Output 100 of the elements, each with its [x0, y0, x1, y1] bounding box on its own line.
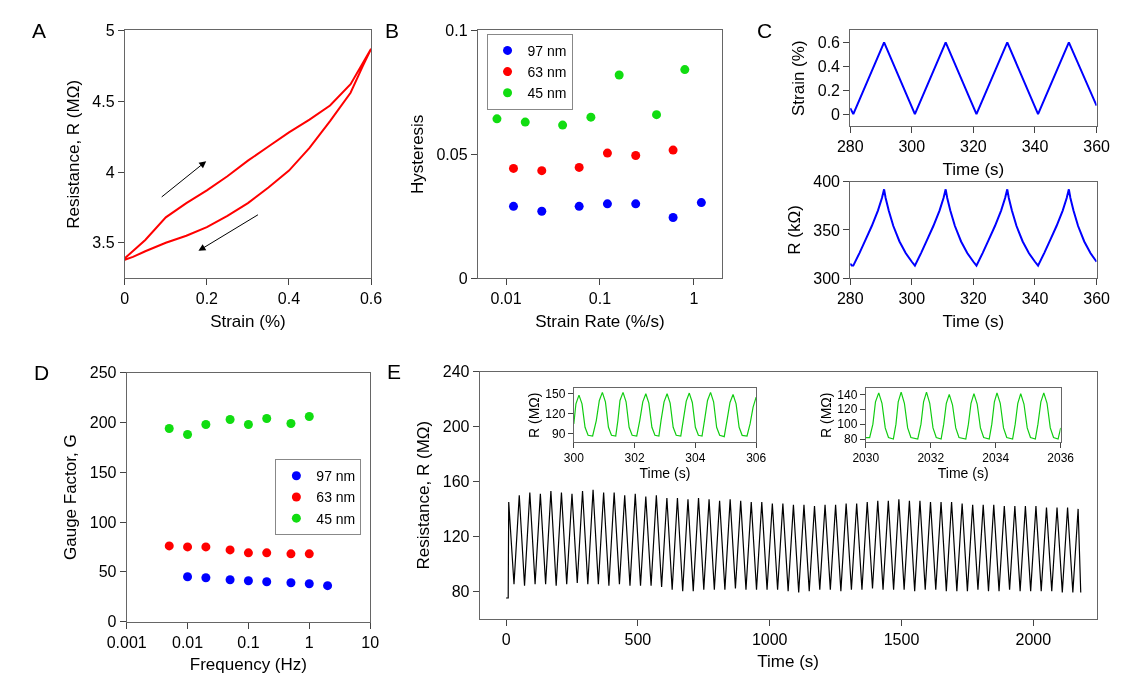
x-axis-title: Time (s): [937, 465, 989, 482]
chart-title: E: [387, 360, 402, 383]
x-tick-label: 2000: [1015, 630, 1052, 648]
x-tick-label: 320: [960, 138, 987, 156]
x-tick-label: 2036: [1047, 451, 1075, 466]
x-tick-label: 302: [624, 451, 645, 466]
x-axis-title: Time (s): [942, 159, 1005, 179]
y-axis-title: Gauge Factor, G: [61, 434, 81, 560]
y-tick-label: 350: [813, 221, 841, 239]
legend-label: 45 nm: [316, 510, 356, 527]
x-tick-label: 0.2: [195, 290, 219, 308]
x-tick-label: 0.001: [106, 633, 147, 651]
y-tick-label: 160: [442, 473, 470, 491]
y-tick-label: 0: [107, 613, 117, 631]
chart-title: C: [757, 19, 773, 42]
chart-title: D: [34, 361, 50, 384]
legend-label: 97 nm: [316, 468, 356, 485]
x-tick-label: 300: [898, 290, 926, 308]
x-tick-label: 340: [1021, 138, 1049, 156]
line-series: [850, 41, 1097, 116]
y-axis-title: Resistance, R (MΩ): [63, 79, 83, 229]
x-tick-label: 300: [563, 451, 585, 466]
x-tick-label: 300: [898, 138, 926, 156]
legend-label: 45 nm: [527, 85, 567, 102]
x-tick-label: 280: [836, 138, 864, 156]
x-tick-label: 2032: [917, 451, 945, 466]
y-tick-label: 50: [98, 563, 117, 581]
line-series: [865, 391, 1061, 440]
x-axis-title: Frequency (Hz): [189, 655, 307, 675]
y-tick-label: 100: [89, 513, 117, 531]
x-tick-label: 320: [960, 290, 987, 308]
x-tick-label: 1000: [751, 630, 788, 648]
y-tick-label: 300: [813, 269, 841, 287]
x-tick-label: 2034: [982, 451, 1010, 466]
x-tick-label: 2030: [852, 451, 880, 466]
y-tick-label: 80: [451, 582, 470, 600]
x-tick-label: 0: [501, 630, 511, 648]
x-tick-label: 360: [1083, 138, 1111, 156]
line-series: [124, 47, 372, 261]
x-tick-label: 1500: [883, 630, 920, 648]
chart-title: B: [385, 19, 400, 42]
x-tick-label: 280: [836, 290, 864, 308]
y-tick-label: 0.6: [817, 33, 841, 51]
x-tick-label: 0.6: [359, 290, 383, 308]
line-series: [573, 391, 757, 438]
legend-label: 63 nm: [527, 64, 567, 81]
x-axis-title: Time (s): [757, 652, 819, 672]
x-tick-label: 500: [624, 630, 652, 648]
x-tick-label: 1: [689, 290, 699, 308]
y-axis-title: R (MΩ): [525, 392, 542, 438]
y-tick-label: 250: [89, 364, 117, 382]
y-tick-label: 100: [837, 417, 858, 432]
x-axis-title: Strain Rate (%/s): [535, 311, 665, 331]
y-tick-label: 200: [89, 414, 117, 432]
y-tick-label: 4: [105, 163, 115, 181]
line-series: [850, 188, 1097, 267]
y-tick-label: 400: [813, 173, 841, 191]
x-tick-label: 306: [746, 451, 767, 466]
x-tick-label: 0: [120, 290, 130, 308]
x-tick-label: 0.4: [277, 290, 301, 308]
y-tick-label: 0: [831, 105, 841, 123]
y-tick-label: 240: [442, 363, 470, 381]
y-axis-title: Hysteresis: [408, 114, 427, 194]
x-tick-label: 0.1: [588, 290, 612, 308]
x-axis-title: Strain (%): [210, 311, 286, 331]
y-tick-label: 150: [89, 463, 117, 481]
y-tick-label: 0.1: [445, 22, 468, 40]
y-tick-label: 0.2: [817, 81, 841, 99]
y-axis-title: Resistance, R (MΩ): [414, 420, 434, 570]
y-tick-label: 90: [552, 427, 566, 442]
x-tick-label: 0.01: [490, 290, 522, 308]
line-series: [505, 489, 1082, 599]
y-tick-label: 5: [105, 22, 115, 40]
x-tick-label: 0.1: [237, 633, 260, 651]
chart-title: A: [32, 19, 47, 42]
x-tick-label: 1: [304, 633, 314, 651]
y-tick-label: 0.4: [817, 57, 841, 75]
y-tick-label: 140: [837, 387, 858, 402]
x-tick-label: 0.01: [171, 633, 204, 651]
y-tick-label: 150: [545, 386, 566, 401]
legend-label: 63 nm: [316, 489, 356, 506]
y-tick-label: 80: [843, 432, 858, 447]
x-tick-label: 304: [685, 451, 706, 466]
x-tick-label: 10: [361, 633, 380, 651]
y-tick-label: 3.5: [92, 234, 115, 252]
x-axis-title: Time (s): [942, 311, 1005, 331]
y-axis-title: R (kΩ): [784, 205, 804, 255]
legend-label: 97 nm: [527, 42, 567, 59]
y-tick-label: 0: [458, 269, 468, 287]
x-axis-title: Time (s): [639, 465, 691, 482]
x-tick-label: 340: [1021, 290, 1049, 308]
y-axis-title: R (MΩ): [817, 392, 834, 438]
y-tick-label: 120: [837, 402, 858, 417]
y-axis-title: Strain (%): [789, 40, 809, 117]
y-tick-label: 120: [442, 527, 470, 545]
x-tick-label: 360: [1083, 290, 1111, 308]
y-tick-label: 0.05: [436, 145, 468, 163]
y-tick-label: 200: [442, 418, 470, 436]
y-tick-label: 120: [545, 407, 566, 422]
y-tick-label: 4.5: [92, 92, 115, 110]
